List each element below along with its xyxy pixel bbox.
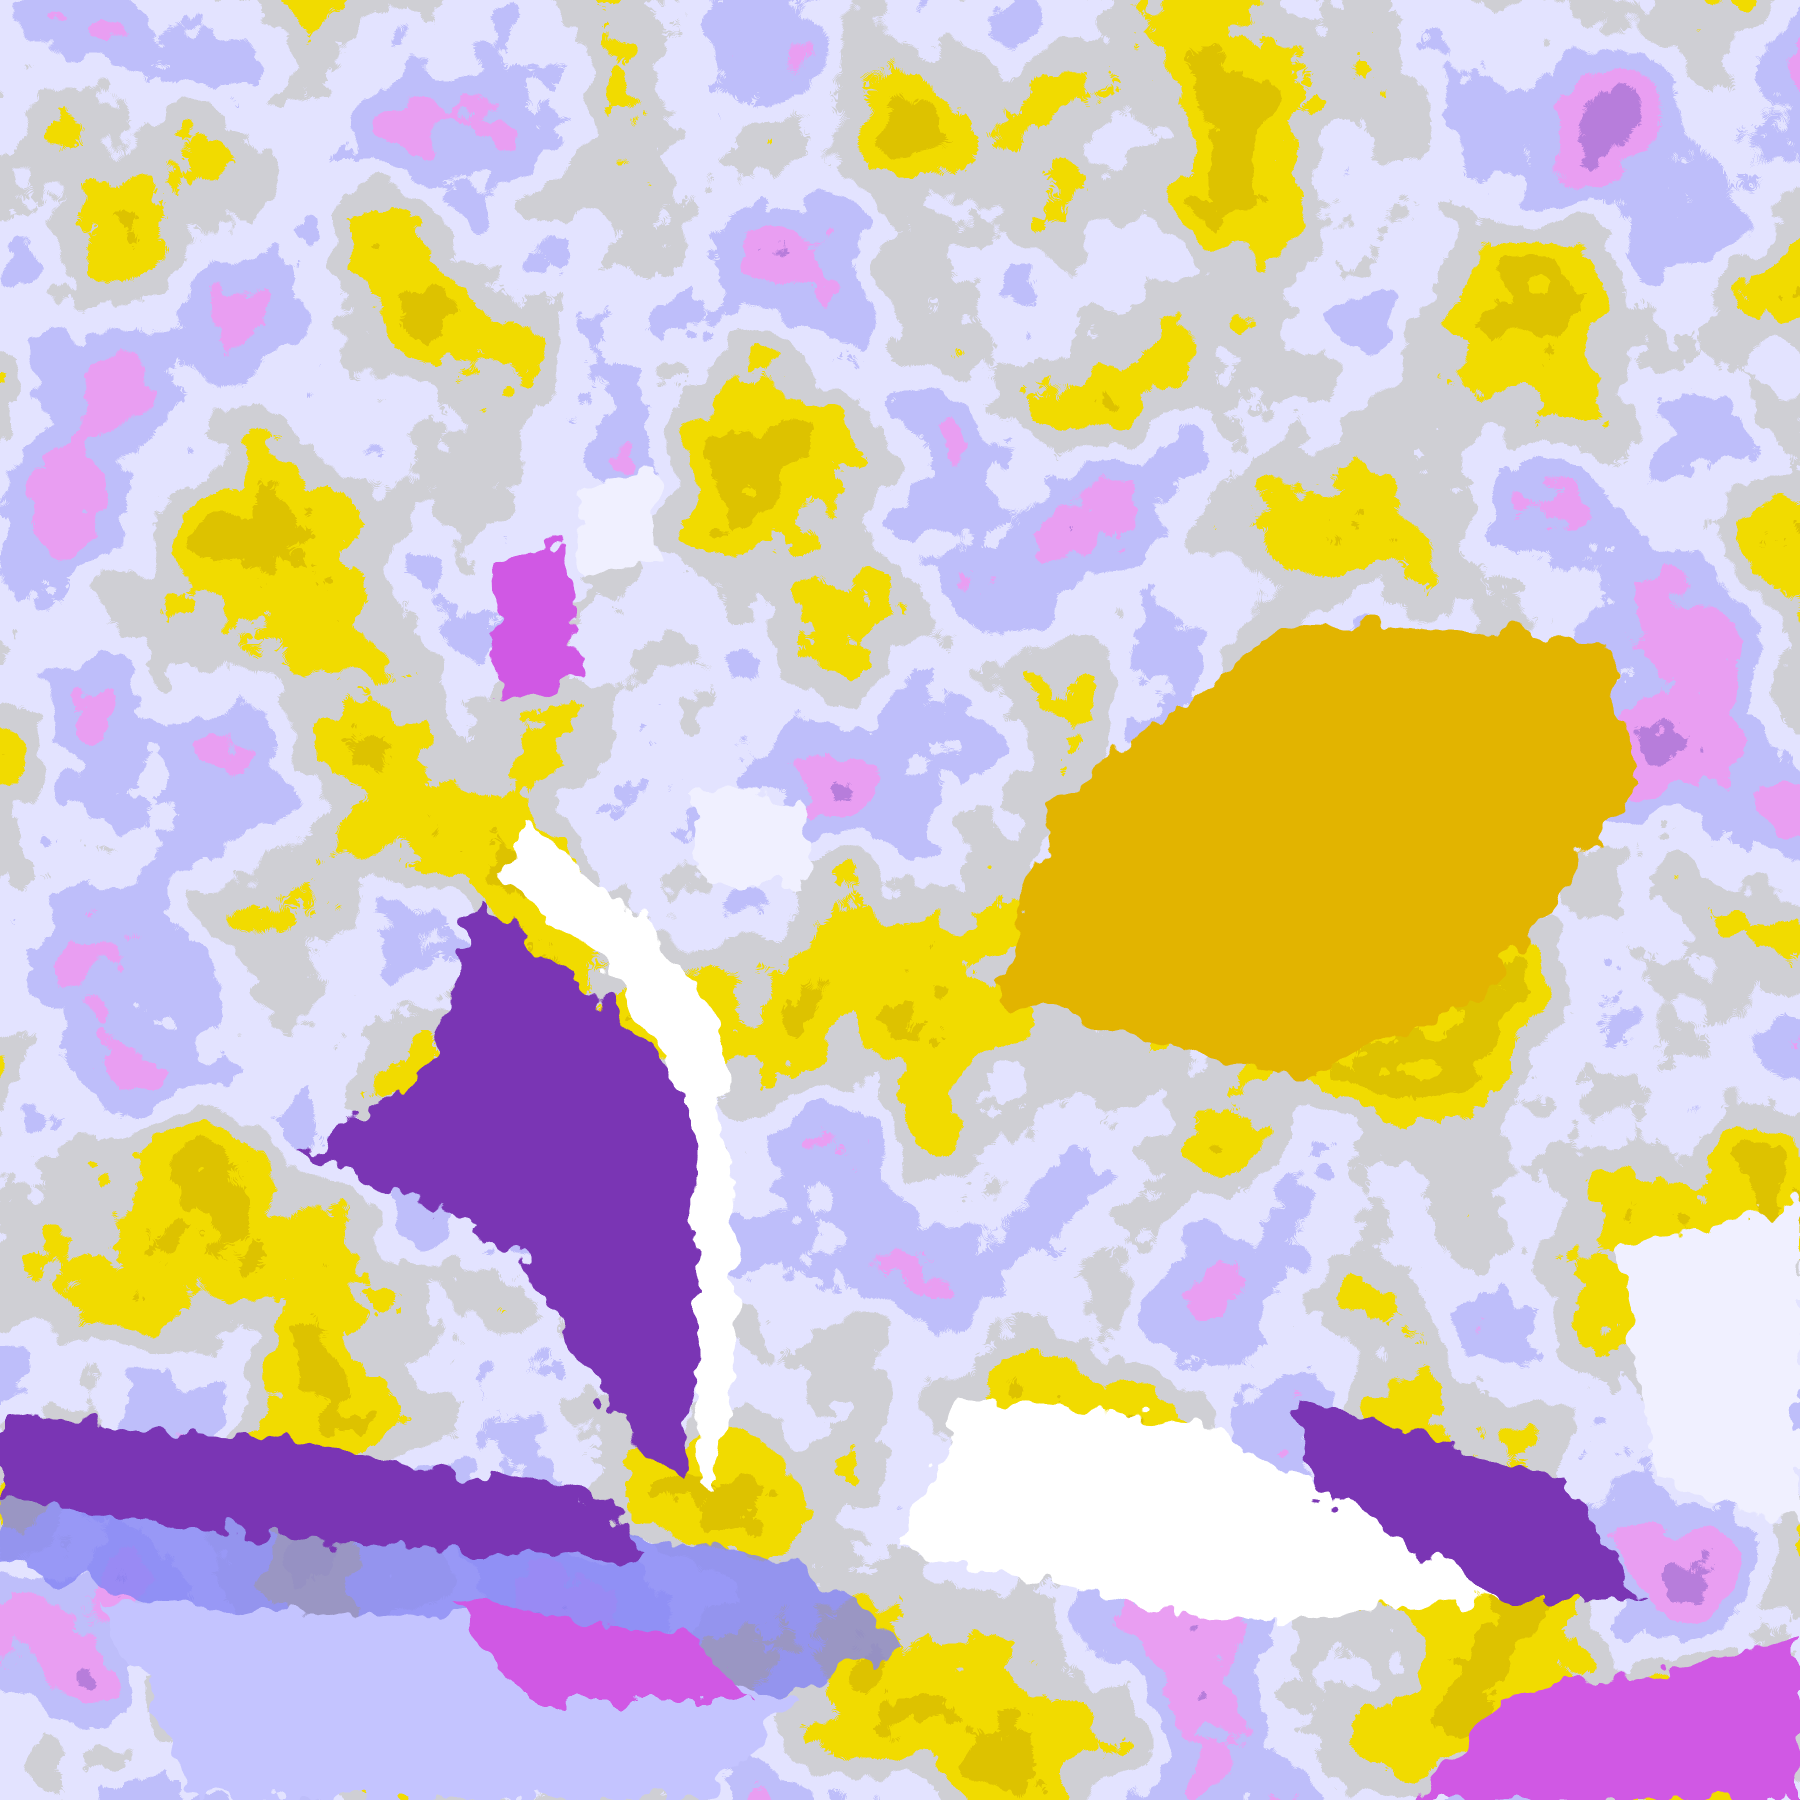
purple-band-south bbox=[0, 1420, 650, 1560]
clear-sea-south bbox=[900, 1400, 1500, 1620]
feature-overlays bbox=[0, 470, 1800, 1800]
magenta-cell-west bbox=[490, 540, 580, 700]
gold-region-central bbox=[1000, 620, 1640, 1080]
magenta-southeast bbox=[1420, 1640, 1800, 1800]
purple-cloud-mass-west bbox=[300, 900, 710, 1480]
magenta-core bbox=[450, 1600, 760, 1700]
pale-cloud-east bbox=[1620, 1200, 1800, 1520]
lavender-band-southwest bbox=[100, 1600, 800, 1800]
convective-core-1 bbox=[580, 470, 660, 580]
clear-coastal-strip bbox=[500, 820, 740, 1480]
convective-core-2 bbox=[690, 790, 810, 880]
